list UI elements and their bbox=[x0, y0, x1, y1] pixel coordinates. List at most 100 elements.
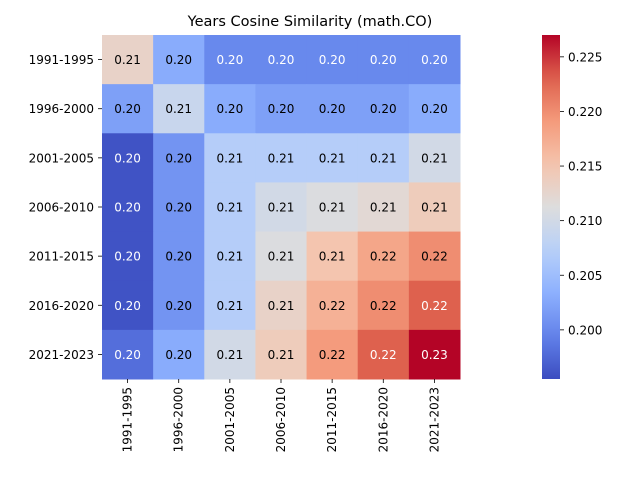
row-tick-label: 1991-1995 bbox=[29, 53, 94, 67]
column-tick-label: 2016-2020 bbox=[376, 387, 390, 452]
heatmap-cell bbox=[204, 231, 256, 282]
heatmap-cell bbox=[204, 84, 256, 134]
cell-value-label: 0.20 bbox=[370, 102, 397, 116]
cell-value-label: 0.22 bbox=[421, 299, 448, 313]
row-tick-label: 2001-2005 bbox=[29, 151, 94, 165]
heatmap-cell bbox=[204, 182, 256, 233]
colorbar-tick-label: 0.225 bbox=[568, 50, 602, 64]
cell-value-label: 0.21 bbox=[370, 151, 397, 165]
cell-value-label: 0.21 bbox=[421, 201, 448, 215]
row-tick-labels: 1991-1995 1996-2000 2001-2005 2006-2010 2011… bbox=[29, 53, 102, 362]
row-tick-label: 2006-2010 bbox=[29, 201, 94, 215]
colorbar-tick-label: 0.205 bbox=[568, 269, 602, 283]
heatmap-cell bbox=[204, 133, 256, 183]
heatmap-cell bbox=[153, 280, 205, 331]
heatmap-cell bbox=[102, 231, 154, 282]
cell-value-label: 0.20 bbox=[319, 102, 346, 116]
cell-value-label: 0.20 bbox=[165, 348, 192, 362]
cell-value-label: 0.21 bbox=[216, 348, 243, 362]
heatmap-cell bbox=[255, 84, 308, 134]
column-tick-label: 2011-2015 bbox=[325, 387, 339, 452]
heatmap-cell bbox=[306, 280, 359, 331]
cell-value-label: 0.20 bbox=[114, 151, 141, 165]
heatmap-cell bbox=[153, 329, 205, 380]
heatmap-cell bbox=[255, 280, 308, 331]
colorbar-tick-label: 0.210 bbox=[568, 214, 602, 228]
heatmap-cell bbox=[357, 329, 410, 380]
heatmap-cell bbox=[306, 35, 359, 85]
heatmap-cell bbox=[102, 35, 154, 85]
heatmap-cell bbox=[357, 133, 410, 183]
column-tick-label: 2001-2005 bbox=[223, 387, 237, 452]
row-tick-label: 1996-2000 bbox=[29, 102, 94, 116]
cell-value-label: 0.21 bbox=[216, 299, 243, 313]
heatmap-cell bbox=[408, 329, 461, 380]
cell-value-label: 0.20 bbox=[114, 299, 141, 313]
heatmap-cell bbox=[306, 231, 359, 282]
cell-value-label: 0.20 bbox=[421, 102, 448, 116]
heatmap-cell bbox=[306, 182, 359, 233]
heatmap-cell bbox=[153, 182, 205, 233]
cell-value-label: 0.20 bbox=[319, 53, 346, 67]
heatmap-cell bbox=[408, 231, 461, 282]
heatmap-cell bbox=[357, 280, 410, 331]
cell-value-label: 0.21 bbox=[370, 201, 397, 215]
cell-value-label: 0.22 bbox=[319, 299, 346, 313]
heatmap-cell bbox=[102, 182, 154, 233]
cell-value-label: 0.22 bbox=[370, 348, 397, 362]
cell-value-label: 0.20 bbox=[370, 53, 397, 67]
cell-value-label: 0.21 bbox=[216, 201, 243, 215]
heatmap-cell bbox=[255, 35, 308, 85]
cell-value-label: 0.21 bbox=[268, 250, 295, 264]
heatmap-cell bbox=[408, 84, 461, 134]
cell-value-label: 0.20 bbox=[165, 201, 192, 215]
colorbar-gradient bbox=[542, 35, 560, 379]
heatmap-cell bbox=[357, 84, 410, 134]
colorbar-tick-label: 0.200 bbox=[568, 323, 602, 337]
cell-value-label: 0.22 bbox=[319, 348, 346, 362]
heatmap-cell bbox=[357, 231, 410, 282]
heatmap-cell bbox=[306, 329, 359, 380]
heatmap-cell bbox=[255, 182, 308, 233]
heatmap-cell bbox=[408, 35, 461, 85]
chart-title: Years Cosine Similarity (math.CO) bbox=[187, 14, 433, 30]
column-tick-label: 1996-2000 bbox=[172, 387, 186, 452]
cell-value-label: 0.20 bbox=[216, 102, 243, 116]
heatmap-cell bbox=[102, 84, 154, 134]
colorbar-tick-label: 0.220 bbox=[568, 105, 602, 119]
heatmap-cell bbox=[306, 84, 359, 134]
heatmap-cell bbox=[102, 280, 154, 331]
heatmap-cell bbox=[204, 35, 256, 85]
cell-value-label: 0.20 bbox=[114, 348, 141, 362]
heatmap-cell bbox=[255, 231, 308, 282]
cell-value-label: 0.21 bbox=[268, 348, 295, 362]
column-tick-labels: 1991-1995 1996-2000 2001-2005 2006-2010 2011… bbox=[121, 379, 441, 452]
cell-value-label: 0.21 bbox=[165, 102, 192, 116]
cell-value-label: 0.22 bbox=[421, 250, 448, 264]
cell-value-label: 0.20 bbox=[165, 250, 192, 264]
column-tick-label: 2006-2010 bbox=[274, 387, 288, 452]
heatmap-cell bbox=[153, 231, 205, 282]
heatmap-cell bbox=[306, 133, 359, 183]
cell-value-label: 0.23 bbox=[421, 348, 448, 362]
column-tick-label: 2021-2023 bbox=[427, 387, 441, 452]
cell-value-label: 0.20 bbox=[165, 151, 192, 165]
heatmap-cell bbox=[102, 133, 154, 183]
heatmap-cell bbox=[408, 280, 461, 331]
heatmap-cell bbox=[153, 133, 205, 183]
cell-value-label: 0.20 bbox=[421, 53, 448, 67]
cell-value-label: 0.20 bbox=[114, 250, 141, 264]
cell-value-label: 0.20 bbox=[268, 53, 295, 67]
cell-value-label: 0.22 bbox=[370, 250, 397, 264]
colorbar-tick-label: 0.215 bbox=[568, 160, 602, 174]
cell-value-label: 0.20 bbox=[165, 299, 192, 313]
column-tick-label: 1991-1995 bbox=[121, 387, 135, 452]
cell-value-label: 0.21 bbox=[268, 299, 295, 313]
heatmap-cell bbox=[153, 84, 205, 134]
heatmap-cell bbox=[255, 329, 308, 380]
row-tick-label: 2016-2020 bbox=[29, 299, 94, 313]
cell-value-label: 0.21 bbox=[268, 151, 295, 165]
heatmap-cell bbox=[153, 35, 205, 85]
cell-value-label: 0.21 bbox=[268, 201, 295, 215]
cell-value-label: 0.21 bbox=[114, 53, 141, 67]
